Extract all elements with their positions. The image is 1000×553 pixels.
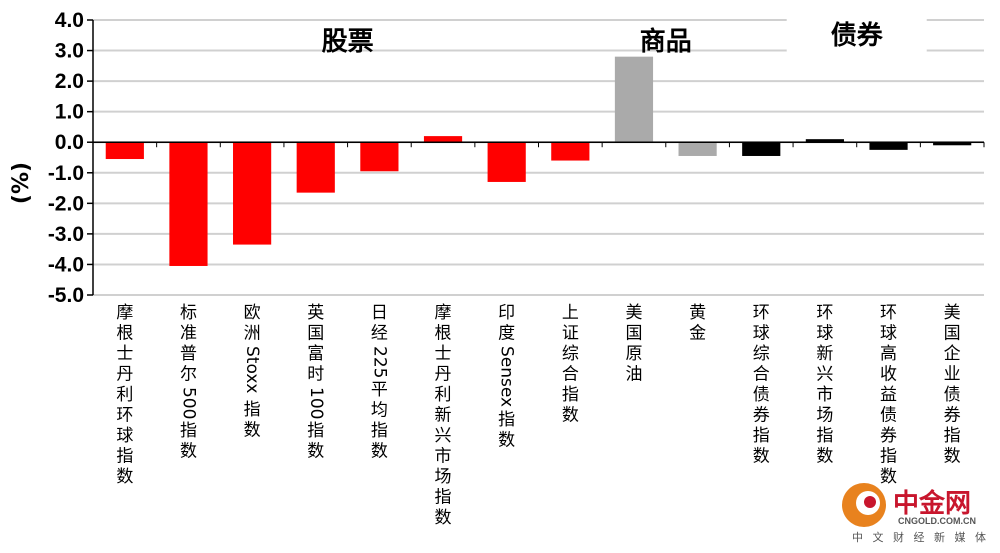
- category-labels: 摩根士丹利环球指数 标准普尔指数 欧洲指数 英国富时指数 日经平均指数 摩根士丹利新兴市场…: [116, 303, 960, 528]
- y-tick-label-0: 4.0: [55, 9, 84, 32]
- group-label-0: 股票: [322, 27, 374, 57]
- bar-12: [869, 142, 908, 150]
- y-tick-label-5: -1.0: [48, 162, 84, 185]
- bar-4: [360, 142, 399, 172]
- category-label-1-latin: 500: [178, 387, 198, 419]
- category-label-2-latin: Stoxx: [242, 346, 262, 393]
- logo-core: [864, 496, 876, 508]
- category-label-3: 英国富时指数: [307, 303, 324, 462]
- bar-13: [933, 142, 972, 146]
- bar-11: [805, 139, 844, 143]
- category-label-12: 环球高收益债券指数: [880, 303, 897, 487]
- watermark-logo: 中金网 CNGOLD.COM.CN 中 文 财 经 新 媒 体: [842, 483, 989, 544]
- category-label-6-latin: Sensex: [497, 346, 517, 407]
- group-labels: 股票 商品 债券: [322, 17, 927, 57]
- y-tick-label-8: -4.0: [48, 253, 84, 276]
- y-axis-label: (%): [9, 162, 34, 204]
- category-label-4-latin: 225: [369, 346, 389, 378]
- y-tick-label-7: -3.0: [48, 223, 84, 246]
- bar-9: [678, 142, 717, 156]
- group-label-1: 商品: [640, 26, 692, 57]
- bar-5: [423, 136, 463, 143]
- gridlines: [93, 19, 984, 296]
- category-label-5: 摩根士丹利新兴市场指数: [435, 303, 452, 528]
- bar-10: [742, 142, 781, 156]
- y-tick-label-6: -2.0: [48, 192, 84, 215]
- watermark-tagline: 中 文 财 经 新 媒 体: [852, 530, 989, 544]
- bar-3: [296, 142, 335, 193]
- bar-1: [169, 142, 208, 266]
- category-label-9: 黄金: [689, 303, 706, 344]
- category-label-13: 美国企业债券指数: [944, 303, 961, 467]
- category-label-10: 环球综合债券指数: [753, 303, 770, 467]
- bar-2: [233, 142, 272, 245]
- category-label-6: 印度指数: [498, 303, 515, 451]
- watermark-brand: 中金网: [893, 488, 971, 519]
- y-tick-label-2: 2.0: [55, 70, 84, 93]
- category-label-2: 欧洲指数: [244, 303, 261, 441]
- group-label-2: 债券: [831, 21, 884, 51]
- axes: [87, 19, 985, 296]
- bar-7: [551, 142, 590, 161]
- category-label-11: 环球新兴市场指数: [816, 303, 833, 467]
- y-tick-label-3: 1.0: [55, 101, 84, 124]
- y-tick-label-9: -5.0: [48, 284, 84, 307]
- watermark-domain: CNGOLD.COM.CN: [898, 516, 976, 526]
- category-label-8: 美国原油: [625, 303, 642, 385]
- y-tick-label-1: 3.0: [55, 40, 84, 63]
- bar-0: [105, 142, 144, 160]
- bar-6: [487, 142, 526, 182]
- group-label-bg-2: [786, 17, 927, 53]
- y-tick-labels: 4.0 3.0 2.0 1.0 0.0 -1.0 -2.0 -3.0 -4.0 -5.0: [48, 9, 84, 307]
- category-label-0: 摩根士丹利环球指数: [116, 303, 133, 487]
- y-tick-label-4: 0.0: [55, 131, 84, 154]
- category-label-3-latin: 100: [306, 387, 326, 419]
- category-label-1: 标准普尔指数: [180, 303, 197, 462]
- category-label-4: 日经平均指数: [371, 303, 388, 462]
- bar-8: [614, 56, 654, 143]
- bars: [105, 56, 972, 266]
- category-label-7: 上证综合指数: [562, 303, 579, 426]
